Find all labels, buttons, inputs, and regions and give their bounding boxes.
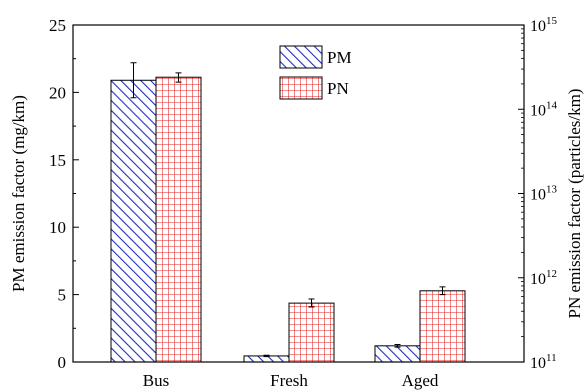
y2-tick-exponent: 13	[546, 184, 558, 196]
legend-label-pn: PN	[327, 79, 349, 98]
y-tick-label: 0	[58, 353, 67, 372]
bar-pn-aged	[419, 290, 466, 363]
y2-tick-base: 10	[530, 187, 546, 204]
y2-tick-label: 1014	[530, 99, 558, 119]
error-bar-pn-fresh	[308, 298, 315, 308]
y-tick-label: 15	[49, 151, 66, 170]
x-tick-label: Bus	[143, 371, 169, 390]
legend-label-pm: PM	[327, 48, 352, 67]
y2-tick-exponent: 11	[546, 352, 557, 364]
y2-tick-label: 1013	[530, 184, 558, 204]
y2-tick-label: 1011	[530, 352, 557, 372]
y2-axis-label: PN emission factor (particles/km)	[565, 89, 584, 319]
x-tick-label: Aged	[402, 371, 439, 390]
error-bar-pn-aged	[439, 286, 446, 296]
y2-tick-base: 10	[530, 18, 546, 35]
y-tick-label: 20	[49, 83, 66, 102]
y-tick-label: 25	[49, 16, 66, 35]
bar-pm-bus	[110, 79, 157, 363]
x-tick-label: Fresh	[270, 371, 308, 390]
y2-tick-exponent: 12	[546, 268, 557, 280]
y-tick-label: 5	[58, 286, 67, 305]
legend-swatch-pm	[279, 45, 323, 69]
y2-tick-exponent: 14	[546, 99, 558, 111]
error-bar-pn-bus	[175, 72, 182, 83]
bar-pn-fresh	[288, 302, 335, 363]
error-bar-pm-fresh	[263, 354, 270, 358]
error-bar-pm-bus	[130, 62, 137, 99]
y2-tick-exponent: 15	[546, 15, 558, 27]
y2-tick-label: 1012	[530, 268, 557, 288]
bar-pn-bus	[155, 76, 202, 363]
y-axis-label: PM emission factor (mg/km)	[9, 95, 28, 292]
legend-swatch-pn	[279, 76, 323, 100]
y2-tick-base: 10	[530, 271, 546, 288]
error-bar-pm-aged	[394, 343, 401, 348]
y-tick-label: 10	[49, 218, 66, 237]
y2-tick-base: 10	[530, 102, 546, 119]
bar-pm-aged	[374, 345, 421, 363]
y2-tick-base: 10	[530, 355, 546, 372]
y2-tick-label: 1015	[530, 15, 558, 35]
